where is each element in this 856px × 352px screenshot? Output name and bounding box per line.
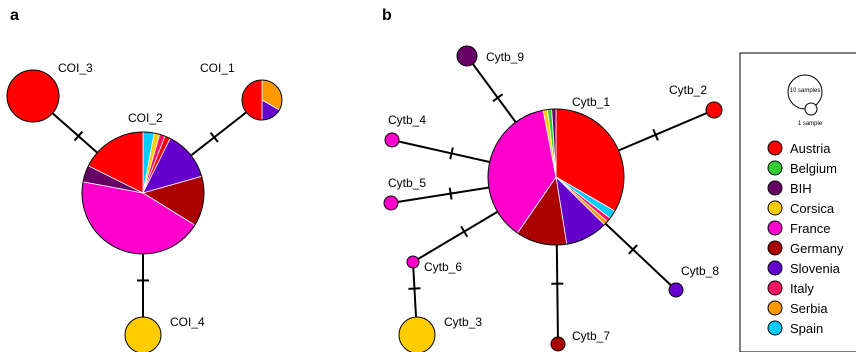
node-outline-coi-2 [81,131,205,255]
label-cytb-3: Cytb_3 [444,315,482,329]
slice-cytb-4-france [384,132,400,148]
slice-coi-3-austria [6,69,60,123]
slice-coi-4-corsica [124,316,162,352]
label-cytb-7: Cytb_7 [572,329,610,343]
label-cytb-2: Cytb_2 [669,83,707,97]
slice-cytb-2-austria [705,101,723,119]
node-cytb-9 [456,45,478,67]
legend-swatch-serbia [767,300,783,316]
label-cytb-1: Cytb_1 [572,95,610,109]
slice-cytb-3-corsica [398,316,436,352]
haplotype-nodes [6,45,723,352]
node-coi-4 [124,316,162,352]
label-coi-1: COI_1 [200,61,235,75]
legend-items: Austria Belgium BIH Corsica France Germany Slo… [767,140,844,336]
legend-size-small-label: 1 sample [798,121,823,127]
slice-cytb-7-germany [550,336,566,352]
label-cytb-9: Cytb_9 [486,50,524,64]
legend: 10 samples 1 sample Austria Belgium BIH Cor… [739,52,856,352]
node-outline-cytb-1 [487,108,625,246]
legend-label-germany: Germany [790,241,844,256]
legend-swatch-slovenia [767,260,783,276]
node-coi-2 [81,131,205,255]
panel-label-a: a [10,7,19,24]
node-coi-3 [6,69,60,123]
label-coi-2: COI_2 [128,111,163,125]
node-cytb-7 [550,336,566,352]
node-cytb-5 [383,195,399,211]
legend-swatch-germany [767,240,783,256]
label-cytb-8: Cytb_8 [681,264,719,278]
mutation-tick-cytb-1-cytb-5 [448,187,453,200]
legend-label-serbia: Serbia [790,301,828,316]
slice-cytb-6-france [406,255,420,269]
legend-label-slovenia: Slovenia [790,261,841,276]
legend-label-belgium: Belgium [790,161,837,176]
label-coi-4: COI_4 [170,315,205,329]
legend-label-austria: Austria [790,141,831,156]
node-cytb-3 [398,316,436,352]
panel-label-b: b [382,7,392,24]
node-cytb-4 [384,132,400,148]
mutation-tick-cytb-1-cytb-9 [492,93,504,103]
mutation-tick-cytb-1-cytb-4 [449,147,454,160]
legend-swatch-france [767,220,783,236]
legend-label-spain: Spain [790,321,823,336]
label-cytb-4: Cytb_4 [388,113,426,127]
node-cytb-6 [406,255,420,269]
slice-cytb-5-france [383,195,399,211]
legend-swatch-spain [767,320,783,336]
mutation-tick-cytb-1-cytb-2 [652,128,659,141]
slice-cytb-8-slovenia [668,282,684,298]
legend-size-large-label: 10 samples [790,88,821,94]
node-cytb-1 [487,108,625,246]
label-cytb-6: Cytb_6 [424,260,462,274]
mutation-tick-coi-2-coi-1 [209,131,219,143]
label-cytb-5: Cytb_5 [388,176,426,190]
label-coi-3: COI_3 [58,61,93,75]
legend-size-small-circle [804,102,818,116]
legend-swatch-bih [767,180,783,196]
legend-swatch-italy [767,280,783,296]
legend-label-france: France [790,221,830,236]
legend-label-bih: BIH [790,181,812,196]
node-cytb-2 [705,101,723,119]
legend-label-italy: Italy [790,281,814,296]
node-coi-1 [241,79,283,121]
mutation-tick-cytb-1-cytb-8 [628,244,638,255]
mutation-tick-coi-2-coi-3 [73,130,84,142]
legend-swatch-corsica [767,200,783,216]
haplotype-labels: COI_1 COI_2 COI_3 COI_4 Cytb_1 Cytb_2 Cytb_3 Cy… [58,50,719,343]
legend-label-corsica: Corsica [790,201,835,216]
mutation-tick-cytb-1-cytb-6 [460,225,469,238]
node-cytb-8 [668,282,684,298]
legend-swatch-austria [767,140,783,156]
slice-cytb-9-bih [456,45,478,67]
node-outline-coi-1 [241,79,283,121]
mutation-tick-cytb-6-cytb-3 [408,287,421,290]
legend-swatch-belgium [767,160,783,176]
